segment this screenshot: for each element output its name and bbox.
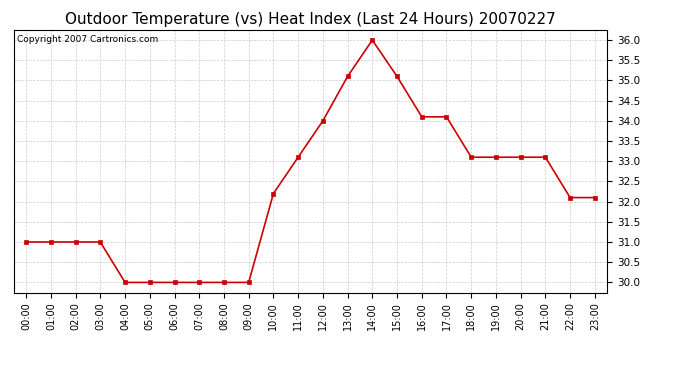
- Text: Copyright 2007 Cartronics.com: Copyright 2007 Cartronics.com: [17, 35, 158, 44]
- Title: Outdoor Temperature (vs) Heat Index (Last 24 Hours) 20070227: Outdoor Temperature (vs) Heat Index (Las…: [65, 12, 556, 27]
